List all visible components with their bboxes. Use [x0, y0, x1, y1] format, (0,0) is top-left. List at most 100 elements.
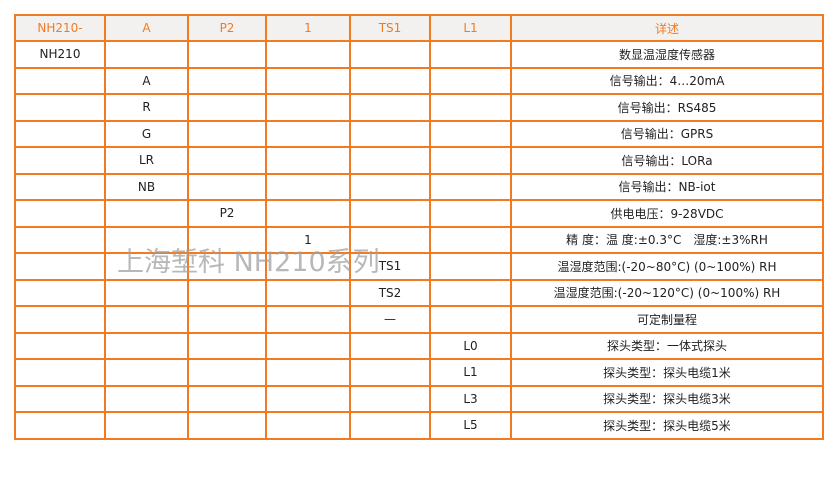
code-cell — [14, 278, 106, 307]
column-header: NH210- — [14, 14, 106, 42]
code-cell — [349, 199, 431, 228]
table-row: L1 探头类型：探头电缆1米 — [14, 358, 824, 387]
code-cell — [349, 358, 431, 387]
code-cell: A — [104, 66, 189, 95]
code-cell: 1 — [265, 225, 351, 254]
table-row: LR 信号输出：LORa — [14, 146, 824, 175]
column-header: P2 — [187, 14, 267, 42]
table-row: NB 信号输出：NB-iot — [14, 172, 824, 201]
code-cell — [104, 384, 189, 413]
code-cell — [349, 331, 431, 360]
code-cell — [429, 199, 512, 228]
description-cell: 信号输出：NB-iot — [510, 172, 824, 201]
code-cell: NH210 — [14, 40, 106, 69]
code-cell — [349, 225, 431, 254]
description-cell: 信号输出：GPRS — [510, 119, 824, 148]
code-cell — [187, 331, 267, 360]
code-cell — [265, 199, 351, 228]
code-cell — [429, 225, 512, 254]
code-cell — [429, 66, 512, 95]
code-cell: L0 — [429, 331, 512, 360]
code-cell — [104, 225, 189, 254]
table-row: NH210 数显温湿度传感器 — [14, 40, 824, 69]
code-cell: TS1 — [349, 252, 431, 281]
description-cell: 探头类型：探头电缆5米 — [510, 411, 824, 440]
code-cell — [187, 278, 267, 307]
code-cell: L1 — [429, 358, 512, 387]
code-cell: TS2 — [349, 278, 431, 307]
code-cell: L3 — [429, 384, 512, 413]
code-cell — [265, 252, 351, 281]
code-cell — [349, 146, 431, 175]
code-cell: NB — [104, 172, 189, 201]
code-cell: G — [104, 119, 189, 148]
table-row: P2 供电电压：9-28VDC — [14, 199, 824, 228]
description-cell: 探头类型：探头电缆1米 — [510, 358, 824, 387]
code-cell — [14, 331, 106, 360]
code-cell — [104, 278, 189, 307]
code-cell — [429, 119, 512, 148]
code-cell — [349, 66, 431, 95]
code-cell — [14, 146, 106, 175]
code-cell — [265, 119, 351, 148]
code-cell — [349, 119, 431, 148]
code-cell — [349, 411, 431, 440]
description-cell: 供电电压：9-28VDC — [510, 199, 824, 228]
code-cell — [265, 172, 351, 201]
code-cell — [429, 40, 512, 69]
code-cell — [349, 40, 431, 69]
table-row: L3 探头类型：探头电缆3米 — [14, 384, 824, 413]
table-row: L0 探头类型：一体式探头 — [14, 331, 824, 360]
code-cell — [187, 252, 267, 281]
code-cell — [14, 305, 106, 334]
code-cell — [14, 384, 106, 413]
code-cell — [104, 252, 189, 281]
code-cell — [187, 411, 267, 440]
code-cell — [187, 384, 267, 413]
table-row: R 信号输出：RS485 — [14, 93, 824, 122]
code-cell — [14, 66, 106, 95]
table-row: G 信号输出：GPRS — [14, 119, 824, 148]
code-cell — [104, 305, 189, 334]
code-cell — [104, 358, 189, 387]
code-cell: L5 — [429, 411, 512, 440]
code-cell — [187, 225, 267, 254]
code-cell — [104, 411, 189, 440]
code-cell: R — [104, 93, 189, 122]
model-selection-table: NH210- A P2 1 TS1 L1 详述 NH210 数显温湿度传感器 A 信号输出：4…2… — [14, 14, 824, 440]
header-row: NH210- A P2 1 TS1 L1 详述 — [14, 14, 824, 42]
description-cell: 精 度：温 度:±0.3°C 湿度:±3%RH — [510, 225, 824, 254]
column-header: 1 — [265, 14, 351, 42]
code-cell — [187, 93, 267, 122]
description-cell: 探头类型：探头电缆3米 — [510, 384, 824, 413]
code-cell — [429, 146, 512, 175]
code-cell — [14, 172, 106, 201]
code-cell — [265, 358, 351, 387]
code-cell — [265, 384, 351, 413]
code-cell: P2 — [187, 199, 267, 228]
code-cell — [187, 146, 267, 175]
code-cell — [265, 146, 351, 175]
code-cell — [14, 225, 106, 254]
column-header: TS1 — [349, 14, 431, 42]
code-cell — [349, 172, 431, 201]
code-cell — [14, 119, 106, 148]
code-cell — [187, 119, 267, 148]
table-row: L5 探头类型：探头电缆5米 — [14, 411, 824, 440]
column-header: 详述 — [510, 14, 824, 42]
code-cell — [265, 331, 351, 360]
code-cell — [349, 93, 431, 122]
code-cell — [265, 40, 351, 69]
code-cell — [187, 358, 267, 387]
code-cell — [349, 384, 431, 413]
code-cell — [104, 331, 189, 360]
code-cell — [14, 252, 106, 281]
table-row: TS1 温湿度范围:(-20~80°C) (0~100%) RH — [14, 252, 824, 281]
code-cell — [265, 93, 351, 122]
code-cell — [429, 172, 512, 201]
code-cell — [104, 40, 189, 69]
description-cell: 温湿度范围:(-20~80°C) (0~100%) RH — [510, 252, 824, 281]
code-cell — [429, 93, 512, 122]
description-cell: 信号输出：LORa — [510, 146, 824, 175]
code-cell — [104, 199, 189, 228]
